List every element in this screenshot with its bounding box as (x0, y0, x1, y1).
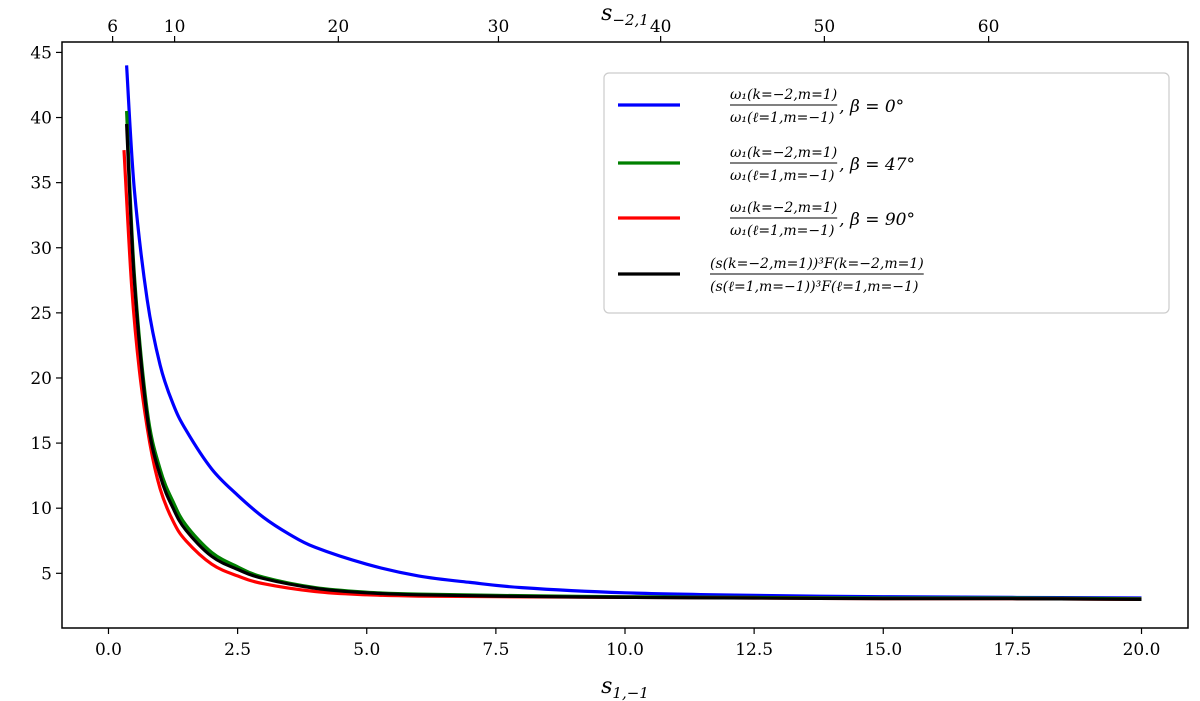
top-tick-label: 6 (107, 17, 118, 37)
x-tick-label: 17.5 (993, 640, 1031, 660)
x-tick-label: 7.5 (482, 640, 509, 660)
y-tick-label: 10 (30, 499, 52, 519)
legend-suffix-1: , β = 0° (839, 97, 904, 117)
legend-numerator-3: ω₁(k=−2,m=1) (730, 200, 837, 216)
legend-denominator-2: ω₁(ℓ=1,m=−1) (730, 168, 835, 184)
x-tick-label: 10.0 (606, 640, 644, 660)
series-line-4 (125, 123, 1142, 601)
y-tick-label: 35 (30, 174, 52, 194)
y-tick-label: 20 (30, 369, 52, 389)
y-tick-label: 25 (30, 304, 52, 324)
x-tick-label: 2.5 (224, 640, 251, 660)
legend: ω₁(k=−2,m=1)ω₁(ℓ=1,m=−1), β = 0°ω₁(k=−2,… (603, 72, 1170, 314)
legend-numerator-1: ω₁(k=−2,m=1) (730, 87, 837, 103)
y-tick-label: 45 (30, 43, 52, 63)
series-lines (122, 65, 1142, 601)
x-tick-label: 5.0 (353, 640, 380, 660)
x-axis-label-main: s (601, 674, 612, 699)
y-tick-label: 30 (30, 239, 52, 259)
y-tick-label: 5 (41, 564, 52, 584)
top-tick-label: 20 (328, 17, 350, 37)
x-axis-label: s1,−1 (601, 674, 649, 701)
top-tick-label: 30 (488, 17, 510, 37)
svg-text:s−2,1: s−2,1 (601, 1, 649, 29)
legend-suffix-2: , β = 47° (839, 155, 915, 175)
top-tick-label: 60 (978, 17, 1000, 37)
top-tick-label: 50 (814, 17, 836, 37)
legend-suffix-3: , β = 90° (839, 210, 915, 230)
top-axis-label: s−2,1 (601, 1, 649, 29)
top-axis-label-main: s (601, 1, 612, 26)
y-tick-label: 15 (30, 434, 52, 454)
legend-numerator-4: (s(k=−2,m=1))³F(k=−2,m=1) (710, 256, 924, 272)
top-tick-label: 10 (164, 17, 186, 37)
x-tick-label: 15.0 (864, 640, 902, 660)
legend-denominator-4: (s(ℓ=1,m=−1))³F(ℓ=1,m=−1) (710, 279, 918, 295)
top-axis-label-sub: −2,1 (612, 11, 648, 29)
legend-numerator-2: ω₁(k=−2,m=1) (730, 145, 837, 161)
x-axis-label-sub: 1,−1 (612, 684, 648, 701)
legend-box (603, 72, 1170, 314)
x-tick-label: 0.0 (95, 640, 122, 660)
axis-ticks: 0.0 2.5 5.0 7.5 10.0 12.5 15.0 17.5 20.0 5 10 15 20 2… (30, 17, 1160, 660)
x-tick-label: 20.0 (1123, 640, 1161, 660)
x-tick-label: 12.5 (735, 640, 773, 660)
legend-denominator-3: ω₁(ℓ=1,m=−1) (730, 223, 835, 239)
svg-text:s1,−1: s1,−1 (601, 674, 649, 701)
legend-denominator-1: ω₁(ℓ=1,m=−1) (730, 110, 835, 126)
y-tick-label: 40 (30, 109, 52, 129)
top-tick-label: 40 (650, 17, 672, 37)
